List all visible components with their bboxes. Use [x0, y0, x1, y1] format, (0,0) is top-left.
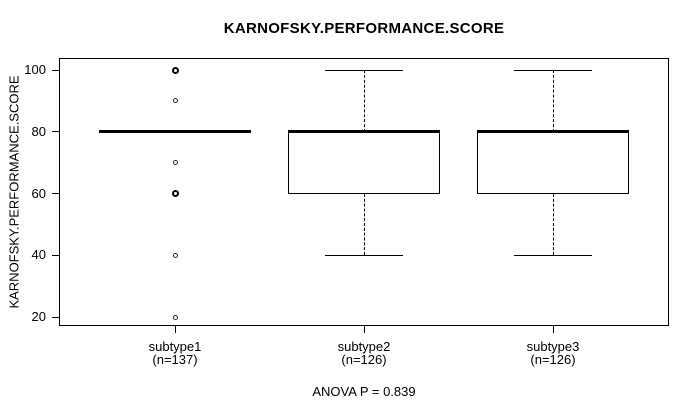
chart-title: KARNOFSKY.PERFORMANCE.SCORE — [223, 20, 505, 37]
iqr-box — [477, 131, 629, 194]
group-label: subtype2 (n=126) — [294, 340, 434, 366]
y-tick-label: 100 — [24, 62, 46, 77]
lower-whisker-line — [552, 193, 554, 256]
group-label: subtype1 (n=137) — [105, 340, 245, 366]
y-tick-label: 60 — [31, 185, 46, 201]
group-n-count: (n=126) — [530, 352, 576, 367]
y-axis-tick — [52, 193, 59, 194]
y-tick-label: 80 — [31, 123, 46, 139]
x-axis-tick — [174, 326, 176, 333]
lower-whisker-line — [363, 193, 365, 256]
lower-whisker-cap — [514, 254, 592, 256]
group-name: subtype1 — [148, 339, 202, 354]
median-line — [288, 130, 440, 134]
outlier-point — [172, 98, 178, 104]
upper-whisker-line — [552, 70, 554, 132]
y-axis-tick — [52, 131, 59, 133]
group-name: subtype3 — [526, 339, 580, 354]
median-line — [99, 130, 251, 134]
outlier-point — [172, 252, 178, 258]
group-name: subtype2 — [337, 339, 391, 354]
outlier-point — [171, 190, 179, 197]
iqr-box — [288, 131, 440, 194]
group-label: subtype3 (n=126) — [483, 340, 623, 366]
group-n-count: (n=126) — [341, 352, 387, 367]
anova-annotation: ANOVA P = 0.839 — [312, 384, 416, 399]
upper-whisker-cap — [514, 69, 592, 71]
plot-area — [59, 58, 669, 326]
median-line — [477, 130, 629, 134]
y-axis-tick — [52, 316, 59, 318]
y-axis-tick — [52, 69, 59, 71]
y-tick-label: 20 — [31, 309, 46, 324]
upper-whisker-line — [363, 70, 365, 132]
y-tick-label: 40 — [31, 247, 46, 263]
group-n-count: (n=137) — [152, 352, 198, 367]
outlier-point — [172, 160, 178, 166]
outlier-point — [172, 314, 178, 320]
upper-whisker-cap — [325, 69, 403, 71]
y-axis-tick — [52, 254, 59, 256]
outlier-point — [171, 66, 179, 74]
x-axis-tick — [552, 326, 554, 333]
x-axis-tick — [363, 326, 365, 333]
lower-whisker-cap — [325, 254, 403, 256]
